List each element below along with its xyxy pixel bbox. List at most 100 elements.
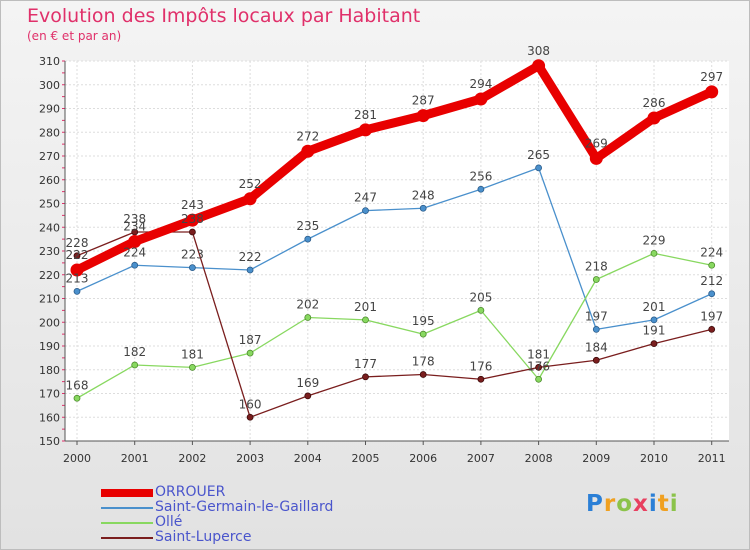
data-point <box>416 109 430 123</box>
data-point <box>535 164 542 172</box>
y-tick-label: 270 <box>39 150 60 163</box>
data-point <box>705 85 719 99</box>
data-label: 181 <box>527 347 550 361</box>
data-label: 223 <box>181 248 204 262</box>
data-point <box>532 59 546 73</box>
y-tick-label: 180 <box>39 364 60 377</box>
data-point <box>650 316 658 324</box>
data-label: 197 <box>700 309 723 323</box>
x-tick-label: 2005 <box>352 452 380 465</box>
brand-letter: P <box>586 491 604 517</box>
data-label: 256 <box>469 169 492 183</box>
data-point <box>304 235 312 243</box>
x-tick-label: 2002 <box>178 452 206 465</box>
data-point <box>708 325 716 333</box>
data-label: 169 <box>296 376 319 390</box>
data-label: 168 <box>66 378 89 392</box>
data-point <box>304 392 312 400</box>
data-point <box>647 111 661 125</box>
data-label: 218 <box>585 260 608 274</box>
brand-letter: t <box>657 491 670 517</box>
x-tick-label: 2007 <box>467 452 495 465</box>
y-tick-label: 310 <box>39 55 60 68</box>
series-line-3 <box>76 231 713 418</box>
data-point <box>73 252 81 260</box>
data-point <box>708 290 716 298</box>
data-label: 205 <box>469 290 492 304</box>
legend-swatch <box>101 489 153 497</box>
data-point <box>535 375 542 383</box>
data-point <box>70 263 84 277</box>
brand-letter: o <box>616 491 634 517</box>
data-point <box>243 192 257 206</box>
data-point <box>73 287 81 295</box>
data-point <box>359 123 372 137</box>
x-tick-label: 2004 <box>294 452 322 465</box>
y-tick-label: 260 <box>39 174 60 187</box>
data-label: 222 <box>239 250 262 264</box>
y-tick-label: 250 <box>39 198 60 211</box>
data-point <box>362 316 369 324</box>
data-point <box>477 306 485 314</box>
data-label: 248 <box>412 188 435 202</box>
data-point <box>128 235 142 248</box>
legend-label: ORROUER <box>155 484 226 500</box>
data-label: 281 <box>354 108 377 122</box>
data-label: 238 <box>123 212 146 226</box>
x-tick-label: 2009 <box>582 452 610 465</box>
x-tick-label: 2001 <box>121 452 149 465</box>
data-point <box>650 249 658 257</box>
data-label: 308 <box>527 44 550 58</box>
data-label: 269 <box>585 136 608 150</box>
legend-label: Saint-Luperce <box>155 529 252 545</box>
data-label: 243 <box>181 198 204 212</box>
data-label: 176 <box>527 359 550 373</box>
x-tick-label: 2006 <box>409 452 437 465</box>
x-tick-label: 2003 <box>236 452 264 465</box>
data-point <box>708 261 716 269</box>
data-point <box>246 413 254 421</box>
legend-swatch <box>101 537 153 539</box>
data-label: 287 <box>412 94 435 108</box>
brand-letter: r <box>603 491 617 517</box>
legend-label: Ollé <box>155 514 183 530</box>
y-tick-label: 220 <box>39 269 60 282</box>
data-label: 222 <box>66 248 89 262</box>
legend-swatch <box>101 522 153 524</box>
data-label: 197 <box>585 309 608 323</box>
y-tick-label: 240 <box>39 221 60 234</box>
data-point <box>419 204 427 212</box>
y-tick-label: 150 <box>39 435 60 448</box>
chart-subtitle: (en € et par an) <box>27 29 122 43</box>
data-label: 176 <box>469 359 492 373</box>
data-label: 201 <box>354 300 377 314</box>
y-tick-label: 170 <box>39 388 60 401</box>
data-point <box>592 276 600 283</box>
data-point <box>474 92 488 106</box>
y-tick-label: 230 <box>39 245 60 258</box>
data-label: 177 <box>354 357 377 371</box>
data-label: 160 <box>239 397 262 411</box>
data-label: 212 <box>700 274 723 288</box>
data-point <box>131 261 139 269</box>
data-point <box>188 264 196 272</box>
data-label: 238 <box>181 212 204 226</box>
y-tick-label: 210 <box>39 293 60 306</box>
data-label: 228 <box>66 236 89 250</box>
data-label: 235 <box>296 219 319 233</box>
legend-label: Saint-Germain-le-Gaillard <box>155 499 334 515</box>
brand-letter: x <box>633 491 649 517</box>
series-line-2 <box>76 252 713 399</box>
brand-letter: i <box>648 491 658 517</box>
data-point <box>362 373 369 381</box>
data-point <box>362 207 369 215</box>
data-label: 286 <box>643 96 666 110</box>
data-label: 187 <box>239 333 262 347</box>
data-label: 272 <box>296 129 319 143</box>
data-point <box>73 394 81 402</box>
series-line-1 <box>76 167 713 331</box>
data-point <box>535 363 542 371</box>
chart-title: Evolution des Impôts locaux par Habitant <box>27 5 421 27</box>
